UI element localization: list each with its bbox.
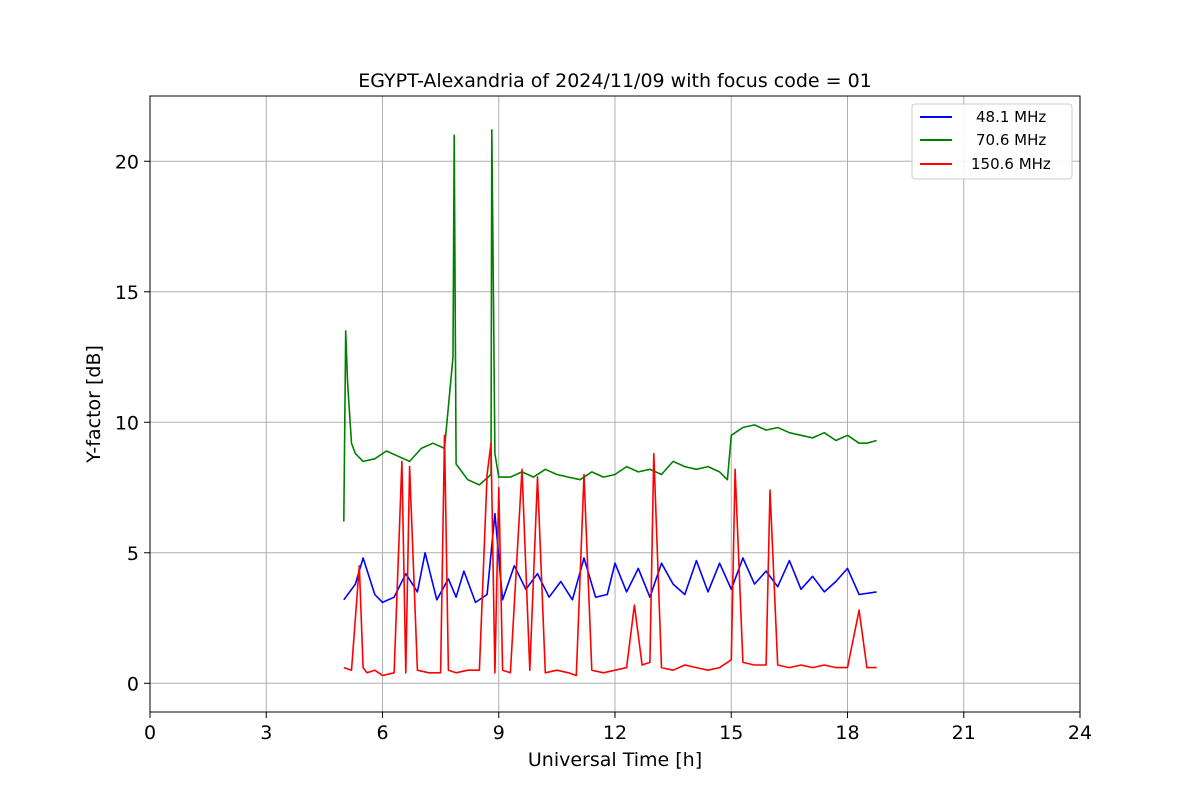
x-tick-label: 21 [952, 722, 976, 744]
series-line-150mhz [343, 434, 877, 677]
chart-title: EGYPT-Alexandria of 2024/11/09 with focu… [358, 70, 872, 92]
x-tick-label: 6 [376, 722, 388, 744]
legend: 48.1 MHz 70.6 MHz 150.6 MHz [911, 103, 1073, 180]
x-axis-label: Universal Time [h] [528, 749, 702, 771]
y-tick-label: 10 [115, 412, 139, 434]
x-tick-label: 15 [719, 722, 743, 744]
x-tick-label: 3 [260, 722, 272, 744]
y-tick-label: 20 [115, 151, 139, 173]
x-tick-label: 0 [144, 722, 156, 744]
legend-label-150mhz: 150.6 MHz [971, 155, 1051, 173]
y-axis-label: Y-factor [dB] [83, 345, 105, 464]
x-tick-label: 24 [1068, 722, 1092, 744]
x-tick-label: 12 [603, 722, 627, 744]
y-tick-label: 15 [115, 282, 139, 304]
legend-box [911, 103, 1073, 180]
x-tick-label: 9 [493, 722, 505, 744]
series-line-70mhz [343, 129, 877, 522]
axis-ticks: 0 3 6 9 12 15 18 21 24 0 5 10 15 20 [115, 151, 1092, 744]
legend-label-70mhz: 70.6 MHz [976, 131, 1046, 149]
y-tick-label: 0 [127, 673, 139, 695]
y-tick-label: 5 [127, 543, 139, 565]
legend-label-48mhz: 48.1 MHz [976, 108, 1046, 126]
x-tick-label: 18 [835, 722, 859, 744]
series-line-48mhz [343, 512, 877, 604]
plot-lines [343, 129, 877, 677]
